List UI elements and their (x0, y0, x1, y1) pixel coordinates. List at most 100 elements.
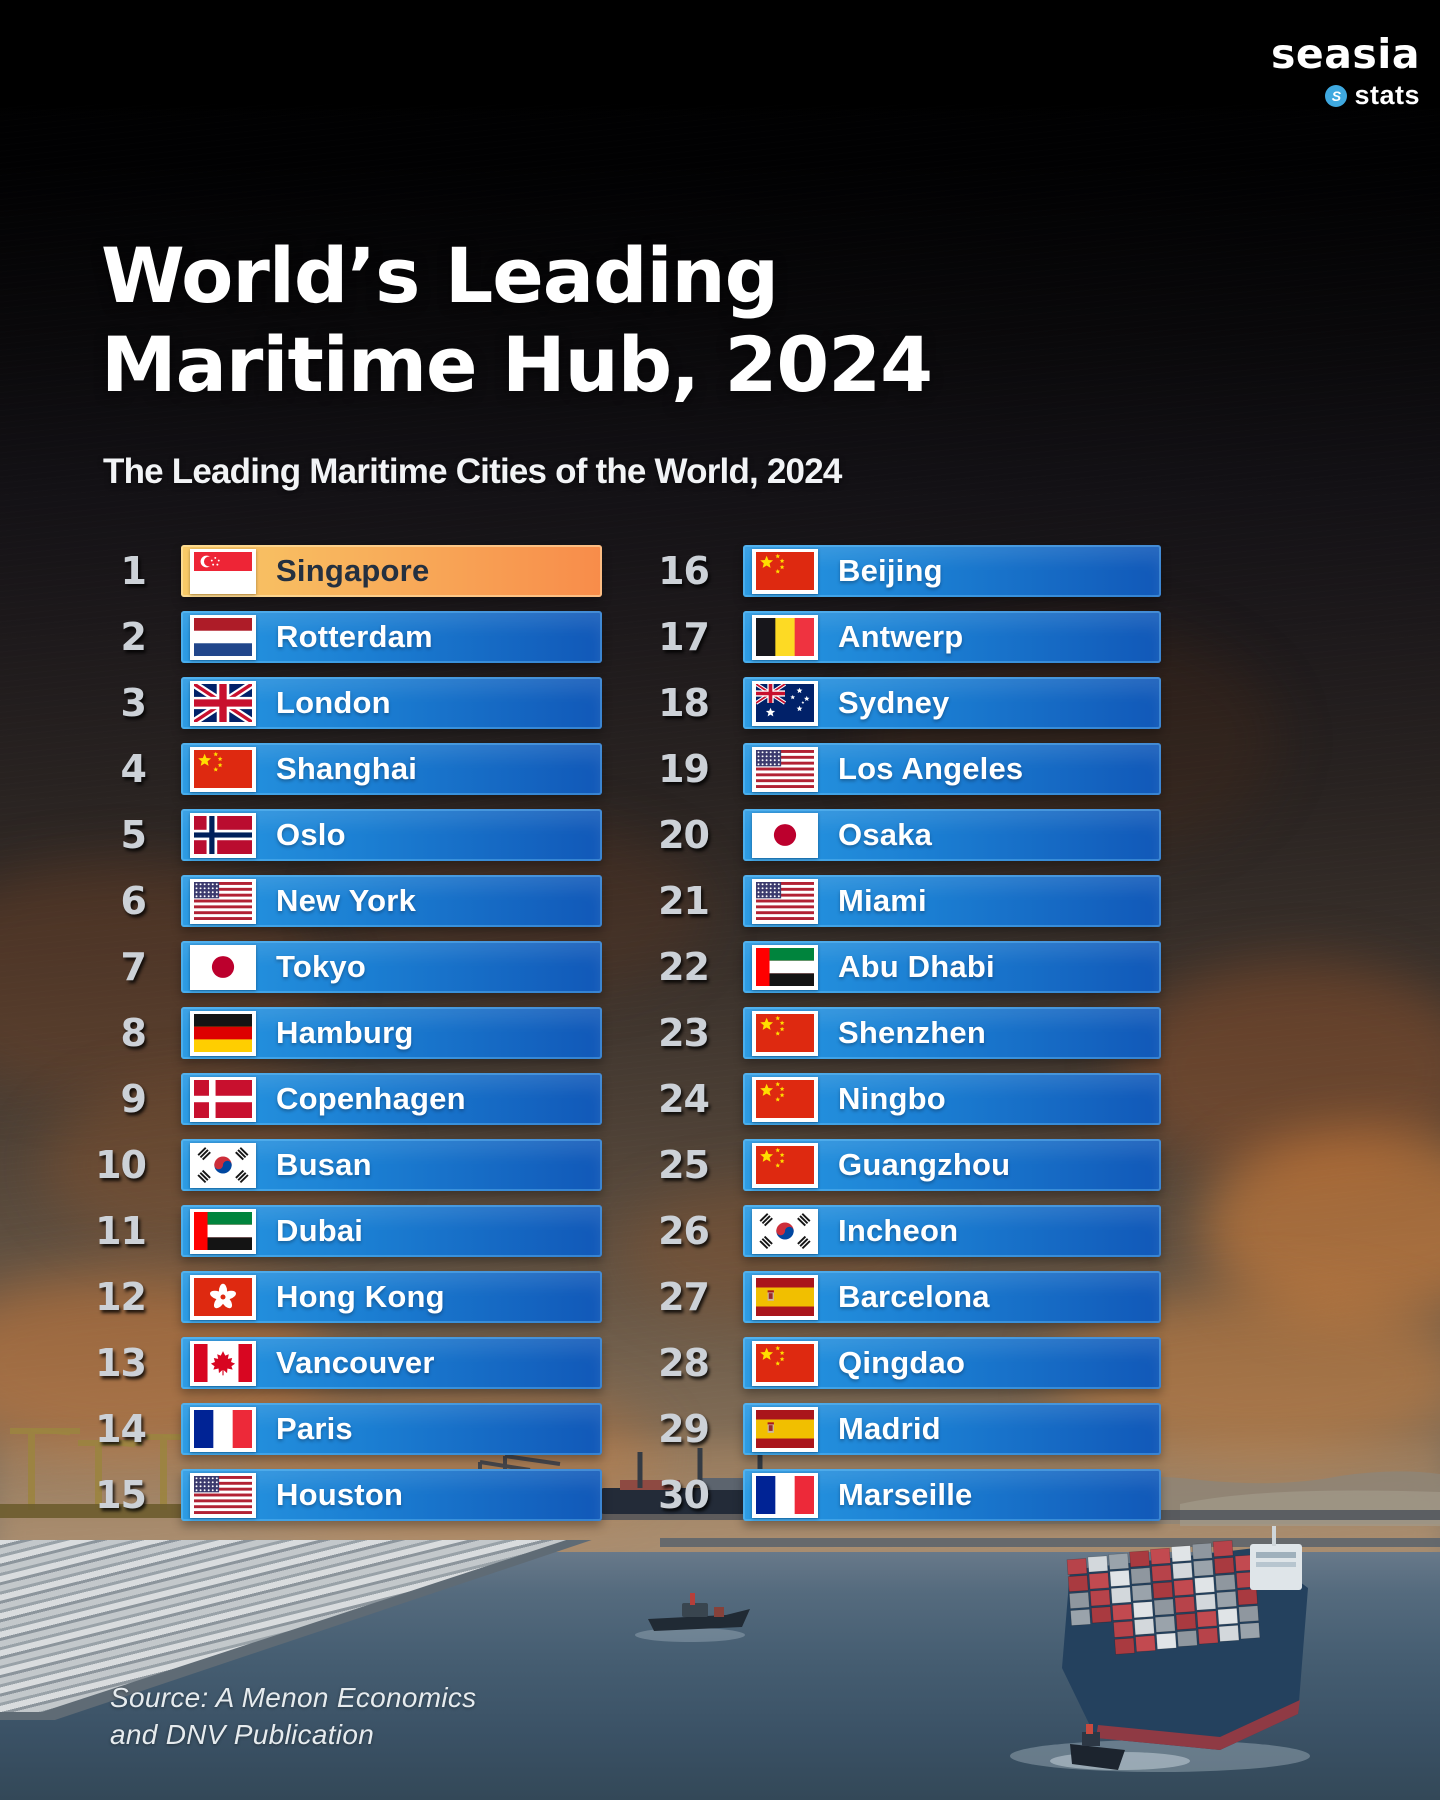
city-label: Beijing (838, 553, 943, 588)
cn-flag-icon (752, 1340, 818, 1386)
ranking-row-15: 15 Houston (0, 1469, 602, 1521)
ranking-row-19: 19 Los Angeles (563, 743, 1161, 795)
ranking-row-22: 22 Abu Dhabi (563, 941, 1161, 993)
ranking-row-4: 4 Shanghai (0, 743, 602, 795)
ranking-row-24: 24 Ningbo (563, 1073, 1161, 1125)
city-bar: Osaka (743, 809, 1161, 861)
city-label: Barcelona (838, 1279, 990, 1314)
rank-number: 17 (658, 615, 710, 659)
rank-number: 16 (658, 549, 710, 593)
city-label: Marseille (838, 1477, 973, 1512)
city-label: Hamburg (276, 1015, 414, 1050)
city-bar: Busan (181, 1139, 602, 1191)
city-label: Paris (276, 1411, 353, 1446)
ranking-row-8: 8 Hamburg (0, 1007, 602, 1059)
ranking-row-20: 20 Osaka (563, 809, 1161, 861)
city-bar: Dubai (181, 1205, 602, 1257)
rank-number: 13 (95, 1341, 147, 1385)
rank-number: 30 (658, 1473, 710, 1517)
city-label: Busan (276, 1147, 372, 1182)
city-bar: Singapore (181, 545, 602, 597)
city-label: Copenhagen (276, 1081, 466, 1116)
es-flag-icon (752, 1274, 818, 1320)
brand-badge-icon: S (1325, 84, 1348, 107)
city-label: Abu Dhabi (838, 949, 995, 984)
city-label: Oslo (276, 817, 346, 852)
kr-flag-icon (752, 1208, 818, 1254)
container-ship (1010, 1526, 1310, 1772)
rank-number: 6 (120, 879, 147, 923)
ranking-row-10: 10 Busan (0, 1139, 602, 1191)
jp-flag-icon (190, 944, 256, 990)
rank-number: 15 (95, 1473, 147, 1517)
city-label: New York (276, 883, 417, 918)
city-label: Sydney (838, 685, 950, 720)
rank-number: 14 (95, 1407, 147, 1451)
city-label: Los Angeles (838, 751, 1024, 786)
es-flag-icon (752, 1406, 818, 1452)
city-label: Vancouver (276, 1345, 435, 1380)
source-line-1: Source: A Menon Economics (110, 1682, 477, 1713)
city-bar: Los Angeles (743, 743, 1161, 795)
city-bar: New York (181, 875, 602, 927)
city-label: Miami (838, 883, 927, 918)
city-bar: Guangzhou (743, 1139, 1161, 1191)
dk-flag-icon (190, 1076, 256, 1122)
city-bar: Vancouver (181, 1337, 602, 1389)
us-flag-icon (752, 746, 818, 792)
city-bar: Marseille (743, 1469, 1161, 1521)
cn-flag-icon (752, 1142, 818, 1188)
ranking-row-7: 7 Tokyo (0, 941, 602, 993)
page-subtitle: The Leading Maritime Cities of the World… (103, 452, 842, 491)
city-bar: Hamburg (181, 1007, 602, 1059)
city-label: Qingdao (838, 1345, 966, 1380)
rank-number: 23 (658, 1011, 710, 1055)
ranking-column-right: 16 Beijing 17 Antwerp 18 Sydney 19 Los Angeles… (563, 545, 1161, 1521)
brand-logo: seasia S stats (1271, 34, 1420, 111)
ranking-row-16: 16 Beijing (563, 545, 1161, 597)
rank-number: 8 (120, 1011, 147, 1055)
ranking-row-6: 6 New York (0, 875, 602, 927)
city-label: Houston (276, 1477, 404, 1512)
ranking-row-25: 25 Guangzhou (563, 1139, 1161, 1191)
city-bar: Qingdao (743, 1337, 1161, 1389)
rank-number: 18 (658, 681, 710, 725)
header-band (0, 0, 1440, 118)
ranking-row-29: 29 Madrid (563, 1403, 1161, 1455)
ranking-row-14: 14 Paris (0, 1403, 602, 1455)
gb-flag-icon (190, 680, 256, 726)
city-label: Singapore (276, 553, 430, 588)
city-label: Antwerp (838, 619, 964, 654)
rank-number: 7 (120, 945, 147, 989)
de-flag-icon (190, 1010, 256, 1056)
city-bar: Ningbo (743, 1073, 1161, 1125)
ranking-row-11: 11 Dubai (0, 1205, 602, 1257)
city-label: Ningbo (838, 1081, 946, 1116)
ranking-column-left: 1 Singapore 2 Rotterdam 3 London 4 Shanghai 5 O… (0, 545, 602, 1521)
city-bar: Shenzhen (743, 1007, 1161, 1059)
page-title: World’s Leading Maritime Hub, 2024 (101, 231, 933, 410)
jp-flag-icon (752, 812, 818, 858)
cn-flag-icon (752, 1076, 818, 1122)
rank-number: 22 (658, 945, 710, 989)
container-stacks (1066, 1540, 1261, 1655)
ranking-row-18: 18 Sydney (563, 677, 1161, 729)
ranking-row-1: 1 Singapore (0, 545, 602, 597)
cn-flag-icon (752, 1010, 818, 1056)
rank-number: 2 (120, 615, 147, 659)
rank-number: 1 (120, 549, 147, 593)
sg-flag-icon (190, 548, 256, 594)
ranking-row-2: 2 Rotterdam (0, 611, 602, 663)
city-label: London (276, 685, 391, 720)
city-label: Dubai (276, 1213, 364, 1248)
city-bar: Abu Dhabi (743, 941, 1161, 993)
city-label: Hong Kong (276, 1279, 445, 1314)
hk-flag-icon (190, 1274, 256, 1320)
city-label: Guangzhou (838, 1147, 1011, 1182)
ca-flag-icon (190, 1340, 256, 1386)
ranking-row-27: 27 Barcelona (563, 1271, 1161, 1323)
ae-flag-icon (190, 1208, 256, 1254)
city-bar: Sydney (743, 677, 1161, 729)
fr-flag-icon (190, 1406, 256, 1452)
